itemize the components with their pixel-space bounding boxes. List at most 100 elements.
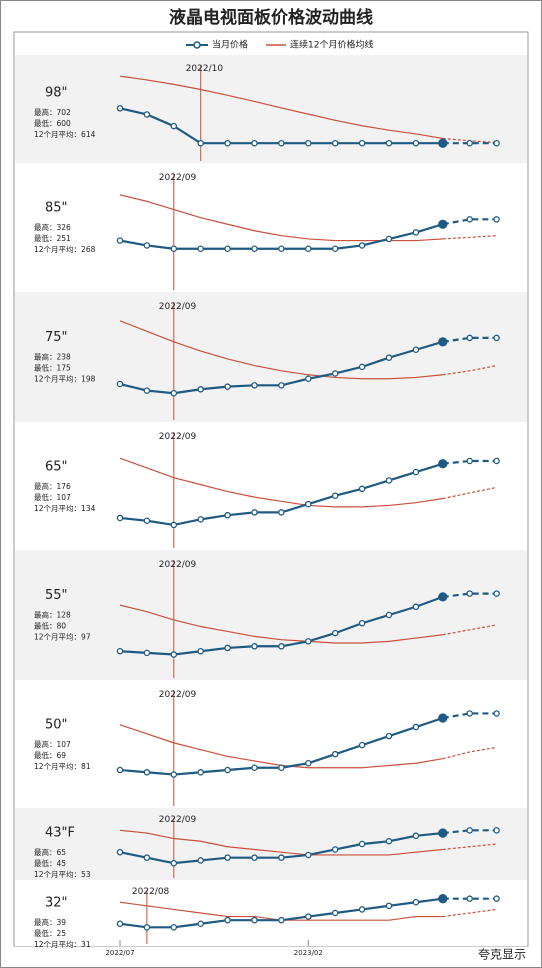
marker-label: 2022/09 (159, 815, 197, 825)
size-label: 85" (45, 201, 68, 216)
current-point (412, 139, 420, 147)
current-point (466, 457, 473, 465)
stat-label: 最高：176 (34, 481, 71, 491)
stat-label: 最低：600 (34, 118, 71, 128)
current-point (438, 459, 448, 469)
current-point (224, 916, 231, 924)
current-point (170, 122, 178, 130)
current-point (493, 139, 500, 147)
current-point (331, 846, 339, 853)
current-point (385, 838, 393, 845)
current-point (197, 769, 204, 776)
size-label: 43"F (45, 826, 75, 841)
stat-label: 12个月平均：198 (34, 374, 96, 384)
current-point (331, 492, 339, 499)
stat-label: 最高：65 (34, 847, 66, 857)
stat-label: 12个月平均：81 (34, 761, 91, 771)
current-point (358, 840, 366, 848)
current-point (412, 346, 420, 354)
current-point (412, 468, 420, 476)
current-point (116, 105, 124, 112)
current-line (442, 712, 497, 720)
current-point (358, 485, 366, 493)
size-label: 50" (45, 717, 68, 732)
current-point (438, 828, 448, 838)
current-point (305, 500, 312, 508)
current-point (116, 766, 124, 774)
chart-title: 液晶电视面板价格波动曲线 (169, 7, 373, 28)
current-point (466, 590, 473, 597)
marker-label: 2022/09 (159, 173, 197, 183)
panel-bg (15, 680, 527, 808)
current-point (224, 245, 231, 252)
average-line (442, 235, 497, 240)
stat-label: 最高：238 (34, 352, 71, 362)
current-point (493, 827, 500, 834)
legend-label: 连续12个月价格均线 (290, 39, 373, 51)
size-label: 98" (45, 85, 68, 100)
current-point (143, 111, 151, 118)
current-point (170, 859, 178, 867)
current-point (116, 514, 124, 522)
current-point (358, 619, 366, 627)
current-line (442, 829, 497, 835)
legend-label: 当月价格 (212, 39, 248, 51)
current-line (442, 336, 497, 343)
current-point (385, 235, 393, 243)
marker-label: 2022/10 (186, 64, 224, 74)
stat-label: 12个月平均：53 (34, 869, 91, 879)
current-point (116, 380, 124, 388)
current-point (412, 899, 420, 906)
current-point (358, 363, 366, 371)
current-point (305, 139, 312, 147)
size-label: 65" (45, 459, 68, 474)
average-line (442, 364, 497, 376)
stat-label: 最低：25 (34, 928, 66, 938)
panel-bg (15, 422, 527, 550)
current-point (224, 511, 231, 519)
stat-label: 最高：107 (34, 739, 71, 749)
current-point (278, 854, 285, 861)
current-line (442, 459, 497, 465)
marker-label: 2022/09 (159, 560, 197, 570)
panel-bg (15, 550, 527, 680)
current-point (385, 732, 393, 740)
current-point (251, 382, 258, 389)
average-line (442, 843, 497, 851)
current-point (197, 920, 204, 927)
marker-label: 2022/09 (159, 302, 197, 312)
stat-label: 最高：39 (34, 917, 66, 927)
size-label: 32" (45, 896, 68, 911)
current-point (251, 854, 258, 861)
current-point (305, 375, 312, 382)
current-point (197, 857, 204, 864)
current-point (493, 457, 500, 465)
current-point (305, 759, 312, 767)
average-line (119, 320, 443, 380)
current-point (438, 219, 448, 229)
marker-label: 2022/09 (159, 432, 197, 442)
average-line (442, 908, 497, 918)
current-point (170, 389, 178, 397)
current-point (466, 827, 473, 834)
current-point (385, 902, 393, 910)
current-point (197, 647, 204, 655)
current-point (412, 229, 420, 236)
current-point (143, 649, 151, 657)
current-point (251, 643, 258, 650)
current-point (466, 710, 473, 717)
current-point (251, 764, 258, 772)
current-line (442, 592, 497, 598)
current-point (224, 383, 231, 390)
current-point (278, 382, 285, 389)
current-point (385, 354, 393, 361)
current-point (438, 337, 448, 347)
current-point (143, 769, 151, 776)
current-point (438, 713, 448, 723)
current-point (197, 245, 204, 252)
size-label: 75" (45, 330, 68, 345)
current-point (385, 139, 393, 147)
current-point (412, 603, 420, 611)
panel-bg (15, 55, 527, 163)
